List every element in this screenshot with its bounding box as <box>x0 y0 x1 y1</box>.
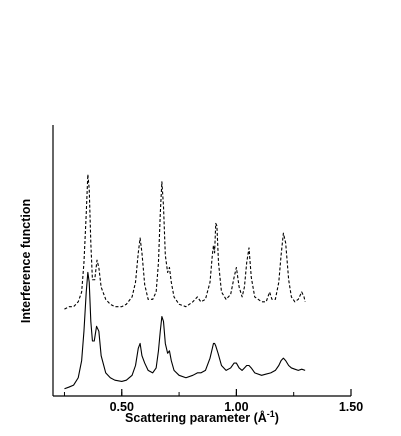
x-axis-title: Scattering parameter (Å-1) <box>125 409 279 425</box>
x-axis-title-superscript: -1 <box>267 409 275 419</box>
axes: 0.50 1.00 1.50 <box>52 125 363 414</box>
x-tick-label: 1.50 <box>339 400 363 414</box>
x-tick-label: 0.50 <box>110 400 134 414</box>
x-tick-label: 1.00 <box>224 400 248 414</box>
series-line-dashed <box>64 173 306 310</box>
series-layer <box>64 173 306 390</box>
labels: Scattering parameter (Å-1) Interference … <box>19 199 279 425</box>
series-line-solid <box>64 271 306 390</box>
y-axis-title: Interference function <box>19 199 33 323</box>
